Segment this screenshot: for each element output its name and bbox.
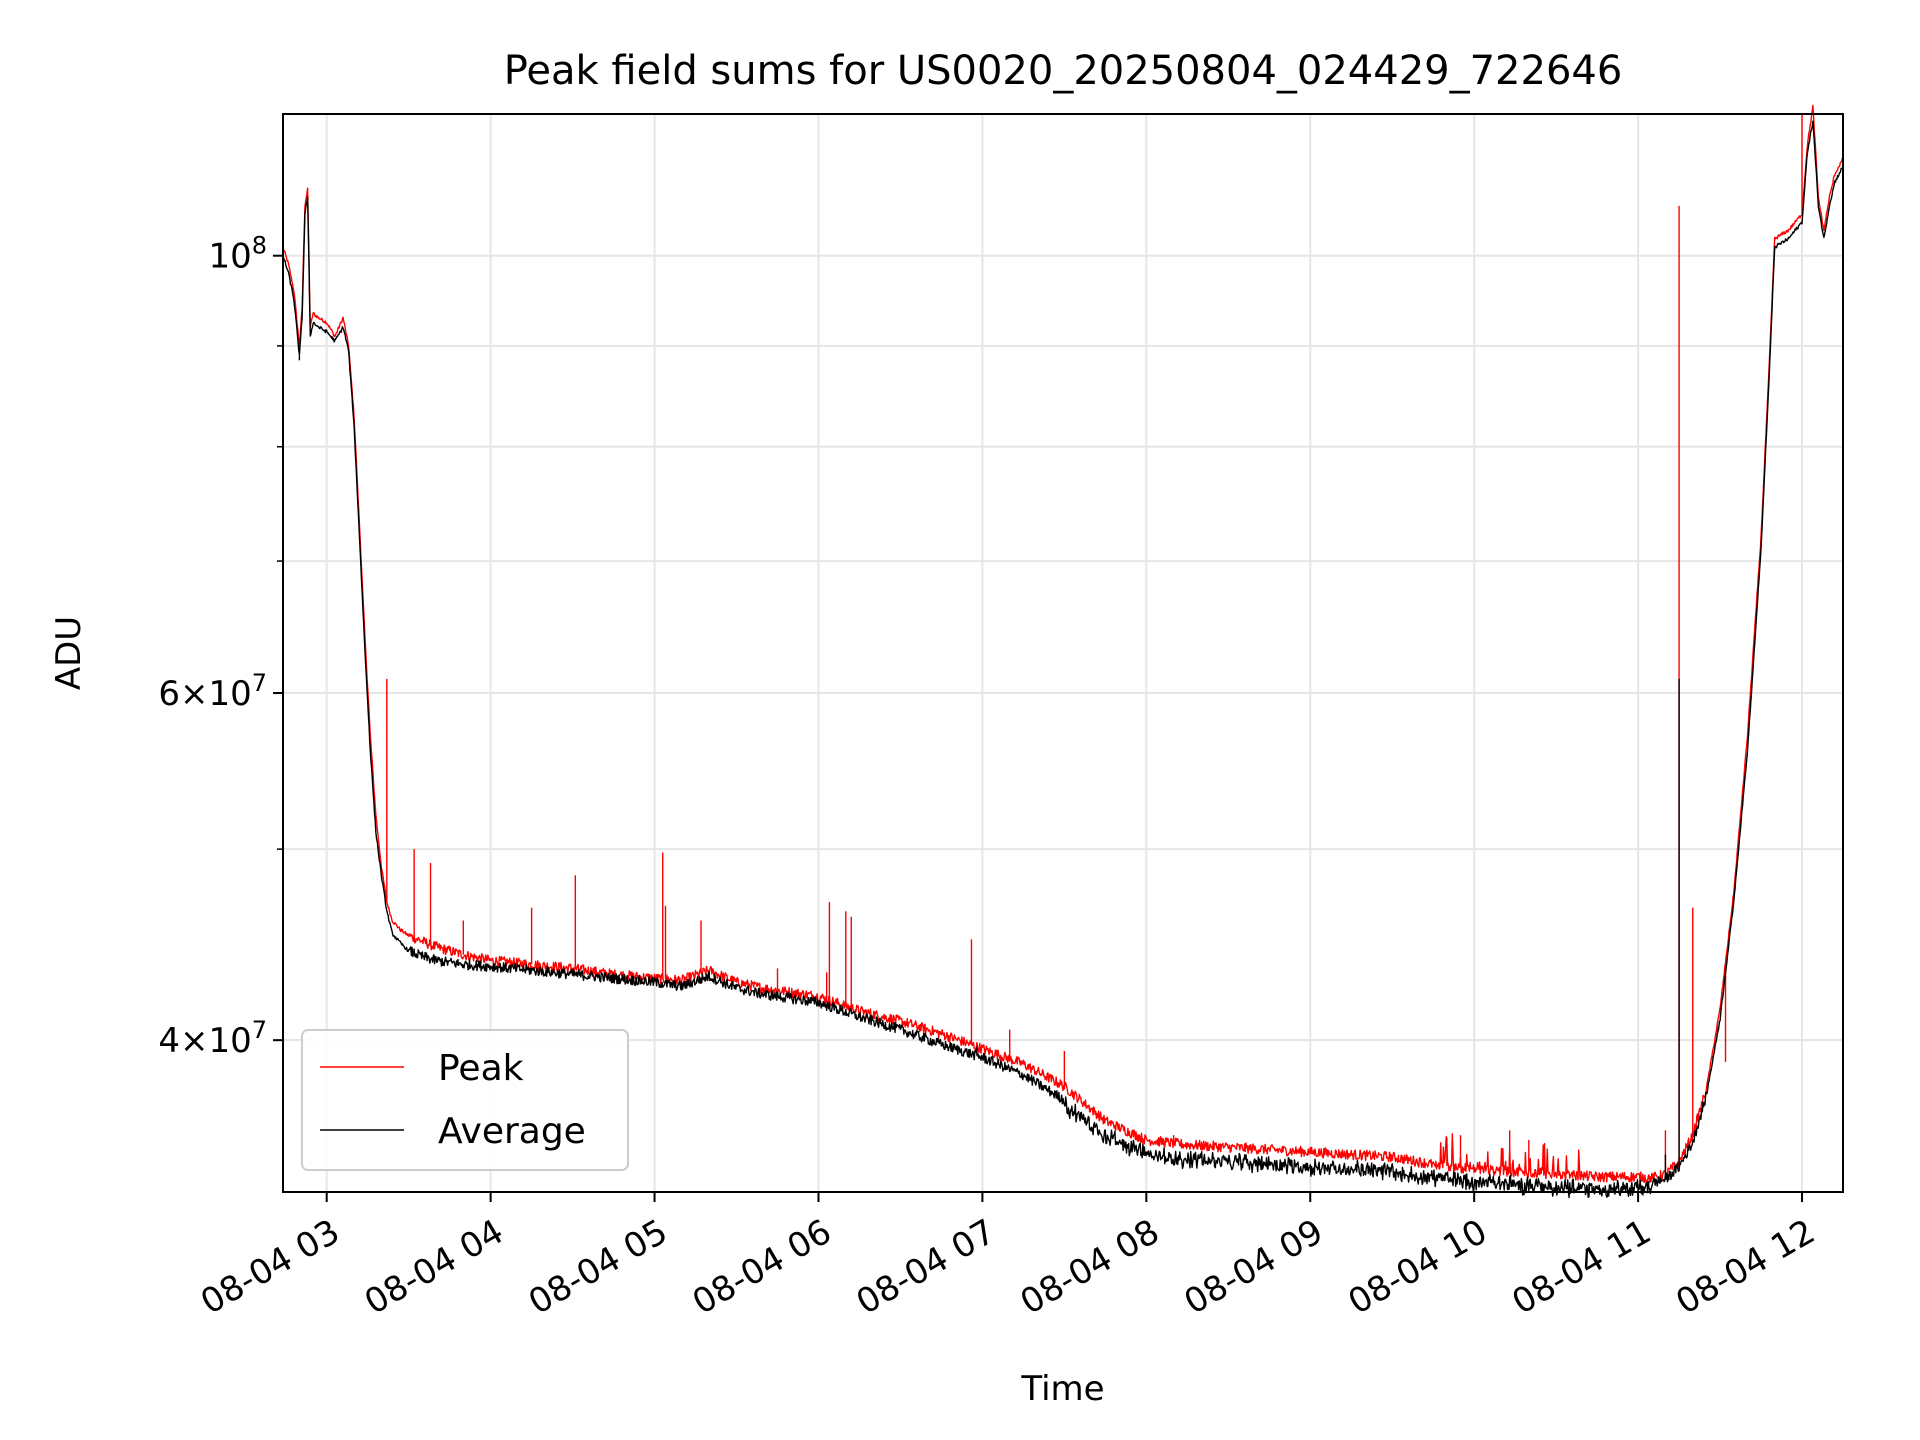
- series-average: [282, 120, 1844, 1199]
- y-axis-label: ADU: [49, 616, 89, 690]
- y-axis: 108 6×107 4×107: [158, 232, 283, 1061]
- legend-box: [301, 1029, 629, 1171]
- x-axis-label: Time: [1020, 1369, 1104, 1409]
- y-tick-label: 4×107: [158, 1016, 267, 1061]
- series-layer: [282, 104, 1844, 1199]
- y-tick-label: 6×107: [158, 669, 267, 714]
- plot-frame: [282, 113, 1844, 1193]
- legend-label-average: Average: [438, 1111, 586, 1152]
- series-line-average: [282, 120, 1844, 1199]
- y-tick-label: 108: [208, 232, 267, 277]
- chart-title: Peak field sums for US0020_20250804_0244…: [504, 48, 1623, 94]
- grid: [283, 114, 1843, 1192]
- series-line-peak: [282, 104, 1844, 1184]
- legend-label-peak: Peak: [438, 1048, 524, 1089]
- legend: Peak Average: [301, 1029, 629, 1171]
